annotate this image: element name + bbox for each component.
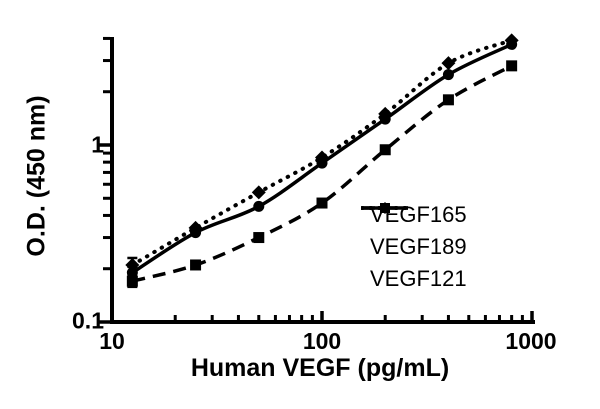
circle-marker bbox=[253, 200, 265, 212]
legend-label-vegf121: VEGF121 bbox=[370, 266, 467, 291]
diamond-marker bbox=[251, 185, 266, 200]
y-axis-title: O.D. (450 nm) bbox=[22, 95, 51, 257]
square-marker bbox=[442, 94, 454, 106]
diamond-marker bbox=[315, 150, 329, 165]
x-axis-title: Human VEGF (pg/mL) bbox=[190, 354, 450, 382]
diamond-marker bbox=[378, 106, 393, 121]
legend-sample-vegf121 bbox=[361, 202, 409, 214]
square-marker bbox=[253, 232, 265, 244]
x-tick-label-100: 100 bbox=[302, 328, 342, 354]
series-VEGF121 bbox=[125, 33, 519, 274]
diamond-marker bbox=[379, 202, 391, 214]
y-tick-label-1: 1 bbox=[91, 131, 104, 158]
square-marker bbox=[190, 259, 202, 271]
legend-row-vegf121: VEGF121 bbox=[361, 202, 467, 295]
legend: VEGF165 VEGF189 VEGF121 bbox=[361, 199, 467, 295]
square-marker bbox=[379, 144, 391, 156]
diamond-marker bbox=[441, 56, 456, 71]
y-tick-label-0-1: 0.1 bbox=[72, 307, 104, 334]
diamond-marker bbox=[504, 33, 519, 48]
x-tick-label-1000: 1000 bbox=[505, 328, 557, 354]
square-marker bbox=[316, 197, 328, 209]
axes bbox=[99, 36, 535, 324]
diamond-marker bbox=[125, 257, 140, 272]
legend-row-vegf189: VEGF189 bbox=[361, 203, 467, 263]
x-tick-label-10: 10 bbox=[99, 328, 125, 354]
square-marker bbox=[506, 60, 518, 72]
diamond-marker bbox=[188, 220, 203, 235]
series-VEGF189 bbox=[126, 60, 518, 289]
legend-label-vegf189: VEGF189 bbox=[370, 234, 467, 259]
square-marker bbox=[126, 275, 138, 287]
circle-marker bbox=[442, 69, 454, 81]
